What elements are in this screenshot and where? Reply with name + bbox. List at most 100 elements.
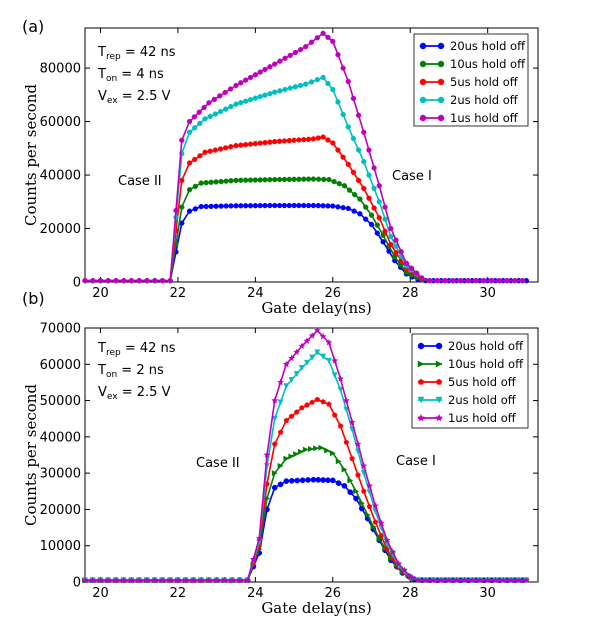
data-point (202, 116, 208, 122)
data-point (262, 177, 268, 183)
data-point (335, 480, 342, 486)
data-point (272, 202, 278, 209)
data-point (257, 202, 263, 209)
data-point (340, 205, 346, 211)
data-point (484, 576, 492, 584)
series-1us-hold-off (81, 326, 531, 584)
x-tick-label: 24 (247, 586, 264, 601)
data-point (515, 576, 523, 584)
data-point (332, 412, 338, 418)
data-point (353, 488, 360, 495)
data-point (203, 180, 209, 186)
data-point (310, 476, 317, 483)
data-point (408, 265, 415, 271)
data-point (281, 176, 288, 183)
series-1us-hold-off (82, 30, 526, 284)
data-point (236, 576, 244, 584)
legend-marker (435, 378, 443, 385)
data-point (325, 34, 331, 41)
data-point (296, 176, 302, 182)
data-point (262, 139, 268, 146)
x-tick-label: 30 (479, 586, 496, 601)
data-point (143, 576, 151, 584)
data-point (113, 278, 119, 284)
data-point (287, 52, 293, 59)
data-point (326, 401, 332, 407)
data-point (320, 134, 326, 140)
data-point (336, 181, 342, 187)
data-point (267, 177, 273, 183)
data-point (335, 99, 341, 105)
data-point (320, 203, 326, 209)
data-point (468, 576, 476, 584)
data-point (205, 576, 213, 584)
data-point (522, 576, 531, 584)
data-point (112, 576, 120, 584)
data-point (203, 203, 209, 210)
legend-marker (437, 42, 445, 50)
data-point (318, 444, 325, 451)
legend: 20us hold off 10us hold off 5us hold off 2u… (413, 33, 529, 127)
data-point (262, 66, 268, 73)
data-point (252, 140, 259, 147)
data-point (345, 78, 351, 85)
data-point (361, 129, 367, 135)
data-point (320, 477, 326, 483)
plot-frame (84, 27, 539, 283)
data-point (324, 447, 331, 454)
data-point (207, 113, 213, 120)
data-point (252, 72, 259, 78)
data-point (371, 501, 380, 509)
data-point (247, 141, 254, 147)
data-point (218, 203, 224, 209)
data-point (293, 371, 300, 378)
data-point (314, 349, 321, 356)
data-point (308, 445, 315, 453)
x-tick-label: 22 (170, 586, 187, 601)
data-point (267, 202, 273, 209)
data-point (371, 185, 377, 192)
panel-label: (b) (22, 289, 45, 308)
data-point (288, 453, 295, 460)
legend-marker (419, 78, 427, 86)
data-point (298, 448, 305, 455)
data-point (228, 104, 234, 110)
data-point (135, 576, 143, 584)
data-point (370, 523, 377, 530)
data-point (398, 249, 404, 255)
data-point (512, 278, 518, 284)
param-label: Vex = 2.5 V (98, 89, 171, 106)
data-point (374, 230, 380, 236)
data-point (272, 176, 278, 183)
data-point (315, 203, 321, 209)
data-point (388, 225, 394, 232)
data-point (243, 576, 252, 584)
data-point (325, 338, 333, 346)
data-point (310, 202, 317, 209)
data-point (276, 176, 283, 183)
data-point (305, 176, 312, 182)
data-point (218, 178, 224, 185)
data-point (325, 80, 331, 87)
data-point (331, 372, 338, 379)
data-point (252, 177, 259, 183)
data-point (238, 177, 244, 183)
data-point (97, 278, 104, 284)
data-point (238, 203, 244, 209)
panel-label: (a) (22, 17, 44, 36)
data-point (325, 357, 332, 364)
legend-marker (435, 396, 443, 404)
data-point (186, 160, 193, 166)
data-point (361, 159, 367, 165)
data-point (345, 124, 351, 130)
data-point (283, 455, 290, 462)
data-point (186, 129, 193, 135)
legend-box (411, 333, 529, 429)
data-point (186, 208, 193, 214)
data-point (320, 398, 326, 405)
series-line (85, 446, 523, 581)
data-point (481, 278, 487, 284)
data-point (507, 576, 515, 584)
data-point (313, 326, 322, 334)
legend-marker (417, 342, 425, 350)
